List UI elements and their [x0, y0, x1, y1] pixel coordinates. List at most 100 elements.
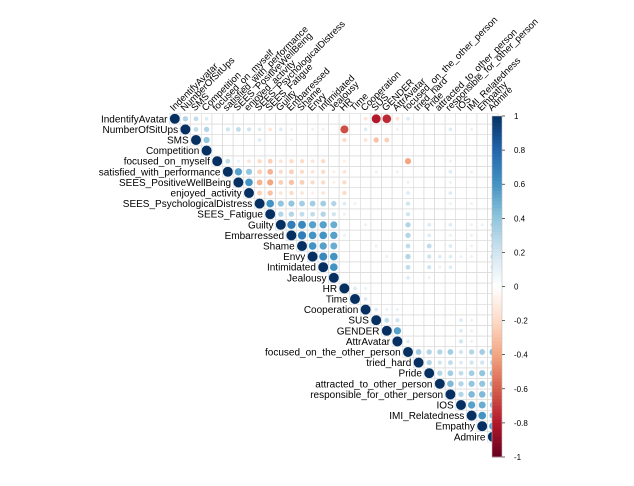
legend-swatch	[492, 146, 502, 151]
correlation-circle	[458, 370, 464, 377]
grid-cell	[381, 198, 393, 210]
correlation-circle	[245, 168, 253, 176]
legend-swatch	[492, 419, 502, 424]
legend-swatch	[492, 272, 502, 277]
grid-cell	[434, 187, 446, 199]
grid-cell	[455, 155, 467, 167]
grid-cell	[444, 113, 457, 125]
grid-cell	[391, 261, 404, 273]
grid-cell	[444, 303, 457, 316]
correlation-circle	[297, 220, 307, 230]
grid-cell	[412, 198, 425, 210]
legend-swatch	[492, 310, 502, 315]
grid-cell	[391, 282, 404, 295]
grid-cell	[434, 272, 446, 284]
grid-cell	[391, 134, 404, 146]
diagonal-circle	[434, 378, 446, 390]
correlation-circle	[384, 254, 389, 259]
legend-swatch	[492, 255, 502, 260]
correlation-circle	[342, 169, 347, 175]
diagonal-circle	[445, 389, 456, 400]
correlation-circle	[204, 116, 209, 122]
correlation-circle	[288, 158, 294, 164]
grid-cell	[444, 335, 457, 348]
legend-swatch	[492, 211, 502, 216]
correlation-circle	[395, 116, 400, 122]
grid-cell	[222, 145, 234, 157]
grid-cell	[476, 272, 488, 284]
correlation-circle	[278, 169, 284, 175]
correlation-circle	[469, 169, 474, 174]
grid-cell	[434, 240, 446, 252]
correlation-circle	[236, 159, 241, 164]
grid-cell	[349, 145, 361, 157]
grid-cell	[455, 240, 467, 252]
grid-cell	[222, 113, 234, 125]
grid-cell	[412, 251, 425, 263]
row-label: Competition	[146, 146, 199, 157]
correlation-circle	[318, 252, 328, 261]
grid-cell	[455, 123, 467, 135]
legend-swatch	[492, 173, 502, 178]
grid-cell	[222, 134, 234, 146]
grid-cell	[476, 293, 488, 305]
legend-swatch	[492, 364, 502, 369]
grid-cell	[391, 208, 404, 220]
grid-cell	[455, 272, 467, 284]
grid-cell	[412, 335, 425, 348]
correlation-circle	[478, 380, 486, 388]
grid-cell	[444, 325, 457, 337]
grid-cell	[328, 123, 340, 135]
grid-cell	[328, 113, 340, 125]
grid-cell	[423, 145, 435, 157]
legend-swatch	[492, 170, 502, 175]
grid-cell	[444, 293, 457, 305]
grid-cell	[275, 134, 287, 146]
correlation-circle	[320, 211, 327, 218]
legend-swatch	[492, 259, 502, 264]
correlation-circle	[404, 157, 412, 165]
grid-cell	[412, 303, 425, 316]
correlation-circle	[193, 116, 199, 122]
correlation-circle	[278, 158, 284, 164]
legend-swatch	[492, 184, 502, 189]
grid-cell	[349, 240, 361, 252]
grid-cell	[412, 145, 425, 157]
legend-swatch	[492, 409, 502, 414]
correlation-circle	[437, 254, 443, 259]
grid-cell	[402, 293, 414, 305]
legend-swatch	[492, 283, 502, 287]
grid-cell	[476, 134, 488, 146]
grid-cell	[359, 261, 372, 273]
legend-swatch	[492, 436, 502, 441]
legend-swatch	[492, 214, 502, 219]
correlation-circle	[340, 125, 349, 134]
grid-cell	[465, 293, 478, 305]
correlation-circle	[308, 231, 317, 240]
grid-cell	[370, 155, 382, 167]
grid-cell	[370, 145, 382, 157]
grid-cell	[370, 187, 382, 199]
grid-cell	[412, 293, 425, 305]
grid-cell	[285, 113, 298, 125]
grid-cell	[296, 134, 308, 146]
correlation-circle	[320, 190, 326, 196]
row-label: Embarressed	[225, 231, 284, 242]
grid-cell	[423, 166, 435, 178]
grid-cell	[349, 113, 361, 125]
correlation-circle	[299, 169, 305, 175]
grid-cell	[381, 155, 393, 167]
grid-cell	[402, 314, 414, 326]
row-label: AttrAvatar	[346, 337, 391, 348]
correlation-circle	[342, 201, 347, 206]
grid-cell	[306, 134, 319, 146]
grid-cell	[434, 293, 446, 305]
correlation-circle	[405, 211, 411, 217]
grid-cell	[381, 240, 393, 252]
correlation-circle	[448, 264, 453, 270]
legend-tick-label: -1	[514, 453, 522, 462]
row-label: Shame	[263, 242, 295, 253]
legend-swatch	[492, 422, 502, 427]
grid-cell	[465, 208, 478, 220]
color-legend: 1 0.8 0.6 0.4 0.2 0 -0.2 -0.4 -0.6 -0.8 -1	[491, 112, 528, 462]
